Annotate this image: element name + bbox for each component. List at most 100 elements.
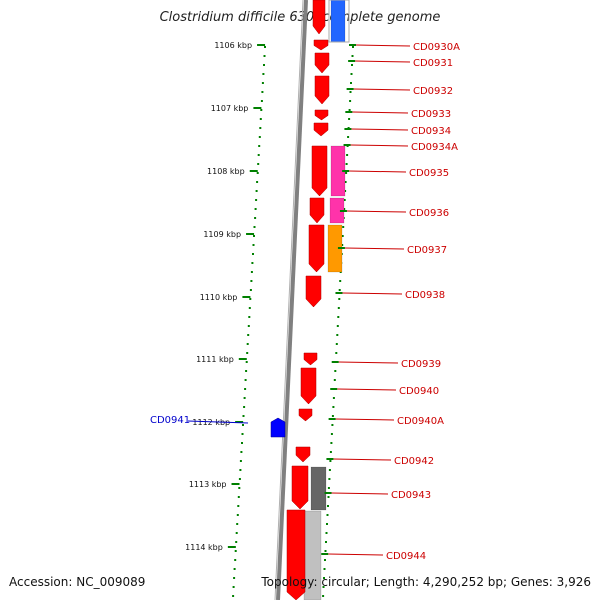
gene-leader-line	[344, 247, 405, 250]
gene-arrow-forward	[298, 408, 313, 422]
ring-dot	[250, 271, 253, 273]
kbp-label: 1113 kbp	[189, 480, 227, 489]
ring-dot	[336, 334, 339, 336]
ring-dot	[246, 343, 249, 345]
gene-label-cd0933[interactable]: CD0933	[411, 109, 451, 120]
ring-dot	[350, 82, 352, 84]
ring-dot	[341, 244, 344, 246]
ring-dot	[247, 325, 250, 327]
gene-leader-line	[335, 418, 395, 421]
gene-track	[270, 0, 330, 600]
ring-dot	[330, 442, 333, 444]
ring-dot	[252, 244, 255, 246]
gene-arrow-forward	[303, 352, 318, 366]
ring-dot	[331, 424, 334, 426]
ring-dot	[343, 208, 346, 210]
gene-leader-line	[342, 292, 403, 295]
ring-dot	[237, 496, 240, 498]
ring-dot	[347, 136, 350, 138]
gene-leader-line	[331, 492, 389, 495]
gene-arrow-forward	[291, 465, 309, 510]
ring-dot	[338, 298, 341, 300]
ring-dot	[352, 46, 354, 48]
ring-dot	[249, 289, 252, 291]
cog-block	[310, 466, 327, 511]
ring-dot	[264, 46, 266, 48]
ring-dot	[345, 172, 348, 174]
ring-dot	[234, 559, 237, 561]
ring-dot	[322, 586, 325, 588]
gene-leader-line	[355, 44, 411, 47]
gene-label-cd0934[interactable]: CD0934	[411, 126, 451, 137]
ring-dot	[255, 190, 258, 192]
gene-label-cd0943[interactable]: CD0943	[391, 490, 431, 501]
gene-leader-line	[328, 553, 384, 556]
gene-label-cd0935[interactable]: CD0935	[409, 168, 449, 179]
ring-dot	[237, 505, 240, 507]
gene-label-cd0944[interactable]: CD0944	[386, 551, 426, 562]
ring-dot	[254, 217, 257, 219]
gene-label-cd0939[interactable]: CD0939	[401, 359, 441, 370]
ring-dot	[332, 406, 335, 408]
gene-label-cd0932[interactable]: CD0932	[413, 86, 453, 97]
ring-dot	[263, 64, 265, 66]
gene-arrow-forward	[286, 509, 306, 600]
gene-leader-line	[333, 458, 392, 461]
ring-dot	[350, 73, 353, 75]
gene-arrow-forward	[312, 0, 326, 35]
ring-dot	[240, 451, 243, 453]
ring-dot	[259, 118, 262, 120]
gene-leader-line	[346, 210, 407, 213]
gene-label-cd0938[interactable]: CD0938	[405, 290, 445, 301]
ring-dot	[330, 433, 333, 435]
ring-dot	[242, 415, 245, 417]
ring-dot	[256, 172, 259, 174]
ring-dot	[324, 559, 326, 561]
ring-dot	[248, 316, 251, 318]
ring-dot	[341, 235, 344, 237]
ring-dot	[337, 307, 340, 309]
gene-label-cd0936[interactable]: CD0936	[409, 208, 449, 219]
ring-dot	[332, 397, 335, 399]
ring-dot	[327, 487, 330, 489]
gene-label-cd0942[interactable]: CD0942	[394, 456, 434, 467]
gene-label-cd0930a[interactable]: CD0930A	[413, 42, 460, 53]
genome-summary: Topology: circular; Length: 4,290,252 bp…	[261, 575, 591, 589]
ring-dot	[255, 199, 258, 201]
gene-leader-line	[352, 111, 409, 114]
gene-arrow-forward	[305, 275, 322, 308]
gene-arrow-forward	[311, 145, 328, 197]
gene-label-cd0940a[interactable]: CD0940A	[397, 416, 444, 427]
ring-dot	[239, 460, 242, 462]
gene-label-cd0931[interactable]: CD0931	[413, 58, 453, 69]
ring-dot	[339, 280, 342, 282]
ring-dot	[247, 334, 250, 336]
gene-label-cd0941[interactable]: CD0941	[150, 415, 190, 426]
ring-dot	[346, 154, 349, 156]
ring-dot	[252, 253, 254, 255]
ring-dot	[233, 577, 236, 579]
ring-dot	[327, 496, 330, 498]
gene-arrow-forward	[313, 122, 329, 137]
ring-dot	[261, 91, 264, 93]
inner-dotted-ring	[232, 46, 266, 597]
ring-dot	[243, 397, 246, 399]
gene-label-cd0934a[interactable]: CD0934A	[411, 142, 458, 153]
gene-label-cd0937[interactable]: CD0937	[407, 245, 447, 256]
ring-dot	[322, 595, 325, 597]
map-title: Clostridium difficile 630, complete geno…	[159, 10, 441, 25]
gene-label-cd0940[interactable]: CD0940	[399, 386, 439, 397]
gene-labels: CD0930A CD0931 CD0932 CD0933 CD0934 CD0934A CD…	[150, 42, 460, 562]
ring-dot	[345, 163, 348, 165]
genome-backbone	[274, 0, 308, 600]
cog-frame	[328, 0, 350, 43]
ring-dot	[232, 595, 235, 597]
ring-dot	[325, 541, 327, 543]
ring-dot	[344, 181, 347, 183]
gene-leader-line	[349, 170, 407, 173]
ring-dot	[331, 415, 334, 417]
gene-arrow-forward	[309, 197, 325, 224]
gene-leader-line	[351, 128, 409, 131]
ring-dot	[236, 523, 239, 525]
